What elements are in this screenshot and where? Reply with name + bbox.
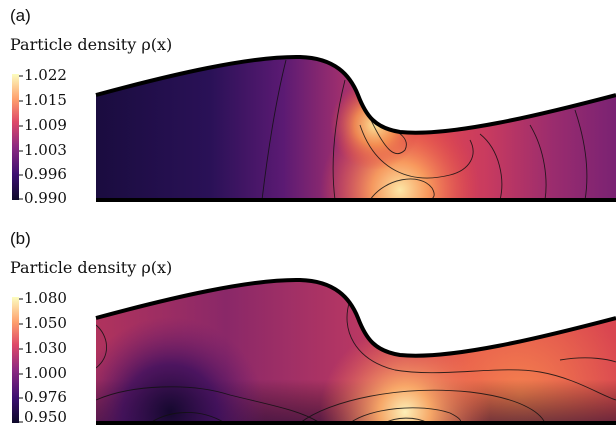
- colorbar-tick-label: 1.009: [24, 116, 67, 134]
- density-field-b: [96, 279, 616, 423]
- density-field-a: [96, 56, 616, 200]
- colorbar-tick-label: 1.022: [24, 66, 67, 84]
- panel-title-a: Particle density ρ(x): [10, 35, 173, 54]
- colorbar-tick-label: 0.976: [24, 388, 67, 406]
- colorbar-a: [12, 74, 19, 200]
- colorbar-b: [12, 297, 19, 423]
- colorbar-tick-label: 1.050: [24, 314, 67, 332]
- surface-profile-b: [95, 277, 616, 358]
- colorbar-tick-label: 0.950: [24, 408, 67, 426]
- surface-profile-a: [95, 54, 616, 135]
- colorbar-tick-label: 1.000: [24, 364, 67, 382]
- colorbar-tick-label: 0.996: [24, 165, 67, 183]
- panel-title-b: Particle density ρ(x): [10, 258, 173, 277]
- bottom-boundary-a: [96, 198, 616, 202]
- colorbar-tick-label: 1.080: [24, 289, 67, 307]
- panel-label-b: (b): [10, 229, 31, 248]
- panel-label-a: (a): [10, 6, 31, 25]
- colorbar-tick-label: 1.003: [24, 141, 67, 159]
- colorbar-tick-label: 1.015: [24, 91, 67, 109]
- bottom-boundary-b: [96, 421, 616, 425]
- colorbar-tick-label: 1.030: [24, 339, 67, 357]
- colorbar-tick-label: 0.990: [24, 189, 67, 207]
